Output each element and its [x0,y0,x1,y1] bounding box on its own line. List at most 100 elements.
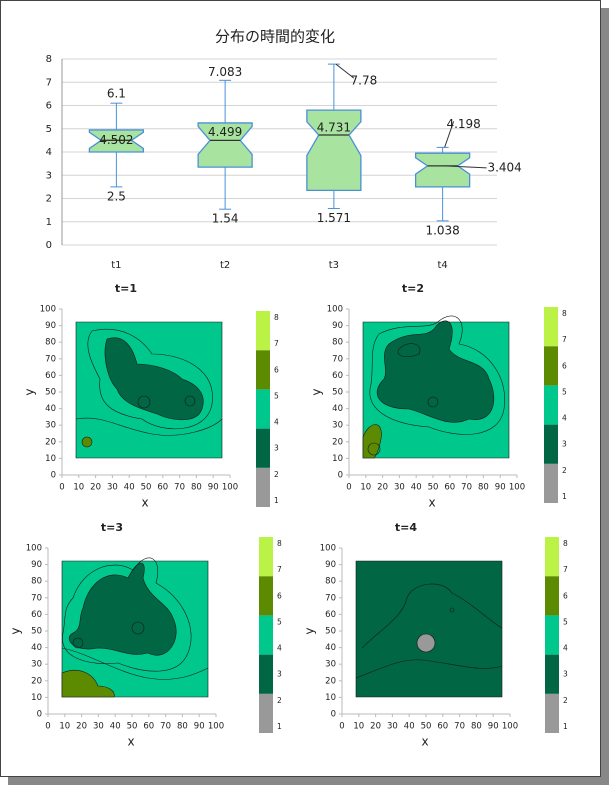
contour-fill [355,560,503,698]
colorbar-tick-label: 5 [274,391,279,400]
colorbar-tick-label: 8 [562,309,567,318]
contour-line [184,395,196,407]
colorbar-band [259,654,273,694]
colorbar-band [256,467,270,507]
value-label: 4.731 [317,121,351,135]
y-tick-label: 30 [45,421,56,431]
colorbar-tick-label: 4 [562,414,567,423]
y-tick-label: 100 [26,544,42,554]
colorbar-band [259,576,273,616]
x-tick-label: 50 [127,722,138,732]
y-tick-label: 3 [46,170,52,181]
y-tick-label: 90 [45,321,56,331]
y-tick-label: 40 [332,404,343,414]
y-tick-label: 40 [325,643,336,653]
x-tick-label: t4 [437,260,447,271]
y-tick-label: 90 [31,560,42,570]
y-tick-label: 0 [338,471,343,481]
contour-line [361,583,503,649]
y-tick-label: 0 [37,710,42,720]
contour-region [61,669,115,698]
y-tick-label: 60 [45,371,56,381]
colorbar-tick-label: 2 [563,696,568,705]
y-tick-label: 10 [325,693,336,703]
x-axis-label: x [428,496,435,510]
colorbar-tick-label: 1 [563,722,568,731]
x-tick-label: 30 [394,483,405,493]
colorbar-band [544,424,558,464]
x-tick-label: t2 [220,260,230,271]
contour-region [355,560,503,698]
value-label: 2.5 [107,189,126,203]
x-tick-label: 30 [107,483,118,493]
x-tick-label: 40 [124,483,135,493]
x-tick-label: 20 [377,483,388,493]
colorbar-band [545,654,559,694]
leader-line [444,165,487,169]
colorbar-tick-label: 8 [563,539,568,548]
x-tick-label: 60 [437,722,448,732]
colorbar-tick-label: 2 [274,470,279,479]
x-tick-label: 80 [177,722,188,732]
x-tick-label: 80 [191,483,202,493]
colorbar-tick-label: 5 [562,387,567,396]
y-tick-label: 5 [46,124,52,135]
colorbar-tick-label: 7 [274,339,279,348]
contour-line [427,396,439,408]
y-tick-label: 8 [46,54,52,65]
colorbar-tick-label: 3 [274,444,279,453]
y-tick-label: 1 [46,217,52,228]
colorbar-tick-label: 3 [277,670,282,679]
chart-title: t=3 [101,521,123,534]
y-tick-label: 80 [332,338,343,348]
y-tick-label: 0 [51,471,56,481]
x-tick-label: 60 [157,483,168,493]
x-tick-label: 60 [143,722,154,732]
contour-region [104,337,204,421]
contour-line [72,637,84,649]
y-tick-label: 60 [31,610,42,620]
x-tick-label: 90 [194,722,205,732]
y-tick-label: 0 [46,240,52,251]
y-tick-label: 60 [332,371,343,381]
y-tick-label: 60 [325,610,336,620]
x-tick-label: 70 [454,722,465,732]
x-tick-label: 100 [208,722,224,732]
contour-line [137,395,151,409]
colorbar-tick-label: 4 [274,418,279,427]
y-axis-label: y [23,388,37,395]
y-tick-label: 10 [332,454,343,464]
colorbar-band [545,693,559,733]
leader-line [335,63,355,79]
value-label: 1.038 [425,223,459,237]
x-tick-label: 50 [141,483,152,493]
x-tick-label: 40 [110,722,121,732]
colorbar-band [259,537,273,577]
y-tick-label: 10 [45,454,56,464]
value-label: 1.54 [212,212,239,226]
y-tick-label: 0 [331,710,336,720]
box [306,109,362,192]
colorbar-band [259,615,273,655]
x-axis-label: x [127,735,134,749]
value-label: 7.083 [208,65,242,79]
colorbar-tick-label: 6 [274,365,279,374]
x-axis-label: x [141,496,148,510]
y-tick-label: 40 [31,643,42,653]
chart-title: 分布の時間的変化 [215,28,335,46]
contour-fill [61,557,209,698]
value-label: 7.78 [351,74,378,88]
y-tick-label: 6 [46,101,52,112]
y-tick-label: 100 [40,305,56,315]
colorbar-tick-label: 2 [277,696,282,705]
x-tick-label: 90 [488,722,499,732]
colorbar-tick-label: 3 [563,670,568,679]
x-tick-label: 10 [73,483,84,493]
x-tick-label: t1 [111,260,121,271]
x-tick-label: 100 [222,483,238,493]
contour-line [75,417,223,436]
leader-line [444,121,455,148]
contour-line [131,621,145,635]
value-label: 6.1 [107,87,126,101]
y-tick-label: 20 [45,437,56,447]
